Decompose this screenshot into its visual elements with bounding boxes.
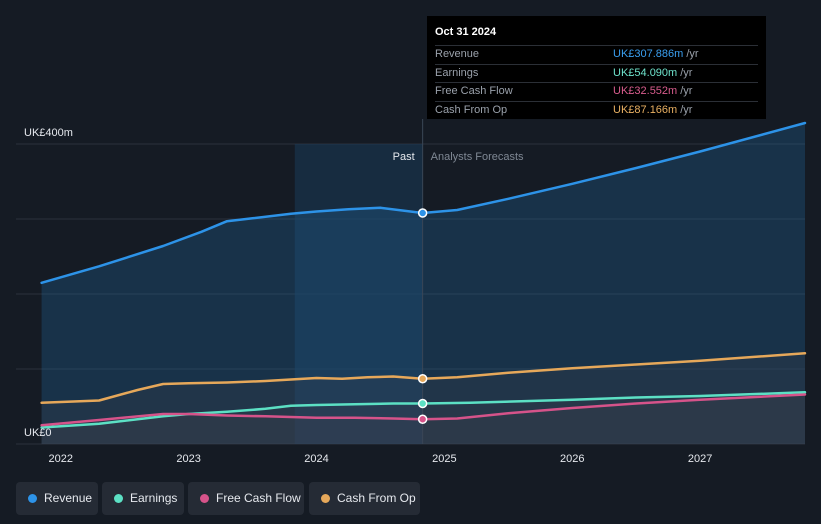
legend-earnings[interactable]: Earnings bbox=[102, 482, 184, 515]
revenue-area bbox=[41, 123, 806, 444]
x-tick-label: 2024 bbox=[304, 453, 328, 465]
revenue-marker bbox=[417, 208, 428, 218]
legend-cash-from-op[interactable]: Cash From Op bbox=[309, 482, 420, 515]
tooltip-row-earnings: Earnings UK£54.090m/yr bbox=[435, 63, 758, 83]
tooltip-label: Free Cash Flow bbox=[435, 85, 513, 97]
series-lines bbox=[40, 121, 807, 429]
legend-label: Free Cash Flow bbox=[216, 491, 301, 505]
cash-from-op-line bbox=[40, 352, 807, 405]
legend-dot-icon bbox=[321, 494, 330, 503]
free-cash-flow-marker bbox=[417, 414, 428, 424]
tooltip-value: UK£32.552m bbox=[613, 85, 678, 97]
tooltip-row-free-cash-flow: Free Cash Flow UK£32.552m/yr bbox=[435, 82, 758, 101]
x-tick-label: 2027 bbox=[688, 453, 712, 465]
tooltip-value: UK£54.090m bbox=[613, 66, 678, 79]
data-tooltip: Oct 31 2024 Revenue UK£307.886m/yr Earni… bbox=[427, 16, 766, 119]
x-tick-label: 2025 bbox=[432, 453, 456, 465]
tooltip-label: Cash From Op bbox=[435, 103, 508, 116]
legend-label: Cash From Op bbox=[337, 491, 416, 505]
tooltip-unit: /yr bbox=[680, 103, 693, 116]
legend-dot-icon bbox=[200, 494, 209, 503]
legend-dot-icon bbox=[28, 494, 37, 503]
tooltip-unit: /yr bbox=[686, 48, 699, 60]
x-tick-label: 2023 bbox=[176, 453, 200, 465]
y-axis-bottom-label: UK£0 bbox=[24, 427, 52, 439]
legend-label: Earnings bbox=[130, 491, 178, 505]
tooltip-label: Revenue bbox=[435, 48, 480, 60]
forecast-label: Analysts Forecasts bbox=[431, 151, 524, 163]
y-axis-top-label: UK£400m bbox=[24, 127, 73, 139]
x-tick-label: 2026 bbox=[560, 453, 584, 465]
x-axis-ticks: 2022 2023 2024 2025 2026 2027 bbox=[49, 453, 713, 465]
legend-dot-icon bbox=[114, 494, 123, 503]
cash-from-op-area bbox=[41, 353, 806, 444]
tooltip-markers bbox=[417, 208, 428, 424]
tooltip-value: UK£307.886m bbox=[613, 48, 684, 60]
x-tick-label: 2022 bbox=[49, 453, 73, 465]
past-label: Past bbox=[393, 151, 415, 163]
legend-revenue[interactable]: Revenue bbox=[16, 482, 98, 515]
past-highlight-band bbox=[294, 144, 423, 444]
legend-label: Revenue bbox=[44, 491, 93, 505]
cash-from-op-marker bbox=[417, 374, 428, 384]
tooltip-unit: /yr bbox=[680, 66, 693, 79]
tooltip-value: UK£87.166m bbox=[613, 103, 678, 116]
tooltip-label: Earnings bbox=[435, 66, 479, 79]
revenue-line bbox=[40, 121, 807, 285]
tooltip-unit: /yr bbox=[680, 85, 693, 97]
free-cash-flow-line bbox=[40, 393, 807, 427]
tooltip-date: Oct 31 2024 bbox=[435, 26, 497, 38]
tooltip-row-cash-from-op: Cash From Op UK£87.166m/yr bbox=[435, 100, 758, 120]
earnings-marker bbox=[417, 398, 428, 409]
legend-free-cash-flow[interactable]: Free Cash Flow bbox=[188, 482, 304, 515]
free-cash-flow-area bbox=[41, 394, 806, 444]
tooltip-row-revenue: Revenue UK£307.886m/yr bbox=[435, 45, 758, 64]
